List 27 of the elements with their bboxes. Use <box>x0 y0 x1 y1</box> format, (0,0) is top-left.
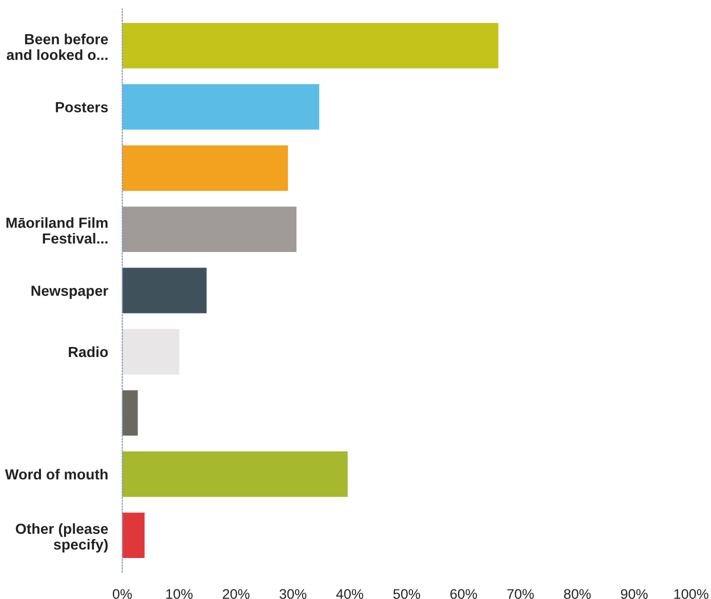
x-tick-label: 90% <box>620 589 648 599</box>
bar <box>122 328 180 374</box>
x-tick-label: 50% <box>393 589 420 599</box>
x-tick-label: 20% <box>222 589 250 599</box>
y-tick-label: Posters <box>56 102 108 112</box>
y-tick-label: Been before and looked o... <box>6 34 108 60</box>
bar <box>122 84 320 130</box>
bar <box>122 145 288 191</box>
bar <box>122 206 296 252</box>
x-tick-label: 70% <box>507 589 534 599</box>
x-tick-label: 10% <box>166 589 193 599</box>
x-tick-label: 30% <box>280 589 306 599</box>
x-tick-label: 100% <box>674 589 708 599</box>
bar <box>122 512 145 558</box>
y-tick-label: Word of mouth <box>5 468 108 480</box>
x-tick-label: 40% <box>336 589 364 599</box>
y-tick-label: Radio <box>68 346 108 358</box>
bar <box>122 451 348 497</box>
y-tick-label: Newspaper <box>32 286 108 299</box>
y-tick-label: Māoriland Film Festival... <box>6 217 108 244</box>
x-tick-label: 80% <box>564 589 591 599</box>
bar <box>122 268 207 314</box>
x-tick-label: 0% <box>112 589 132 599</box>
bar <box>122 22 498 68</box>
bar <box>122 390 138 436</box>
y-tick-label: Other (please specify) <box>16 523 108 553</box>
x-tick-label: 60% <box>450 589 477 599</box>
